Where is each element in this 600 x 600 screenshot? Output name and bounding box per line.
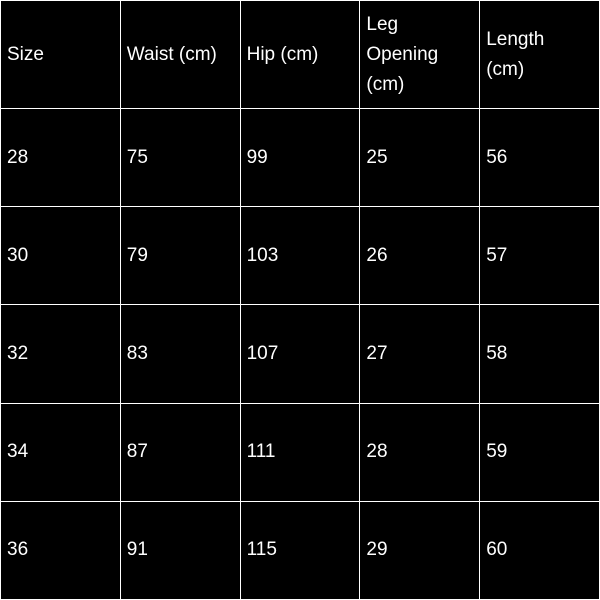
table-cell: 103 (239, 206, 361, 306)
table-cell: 58 (479, 304, 600, 404)
header-cell: Waist (cm) (119, 0, 241, 109)
table-cell: 75 (119, 107, 241, 208)
table-body: 28 75 99 25 56 30 79 103 26 57 32 83 107 27 58 34 87 111 2… (0, 107, 600, 600)
table-row: 30 79 103 26 57 (0, 206, 600, 306)
table-cell: 115 (239, 500, 361, 600)
header-cell: Hip (cm) (239, 0, 361, 109)
table-row: 34 87 111 28 59 (0, 402, 600, 502)
table-cell: 27 (359, 304, 481, 404)
table-cell: 34 (0, 402, 121, 502)
table-cell: 91 (119, 500, 241, 600)
header-cell: Length (cm) (479, 0, 600, 109)
table-cell: 60 (479, 500, 600, 600)
table-cell: 99 (239, 107, 361, 208)
table-cell: 107 (239, 304, 361, 404)
table-cell: 83 (119, 304, 241, 404)
table-cell: 30 (0, 206, 121, 306)
table-cell: 28 (0, 107, 121, 208)
table-cell: 29 (359, 500, 481, 600)
table-cell: 56 (479, 107, 600, 208)
table-row: 32 83 107 27 58 (0, 304, 600, 404)
header-cell: Size (0, 0, 121, 109)
header-cell: Leg Opening (cm) (359, 0, 481, 109)
table-row: 36 91 115 29 60 (0, 500, 600, 600)
table-cell: 79 (119, 206, 241, 306)
table-cell: 87 (119, 402, 241, 502)
table-row: 28 75 99 25 56 (0, 107, 600, 208)
table-cell: 57 (479, 206, 600, 306)
table-cell: 59 (479, 402, 600, 502)
table-header: Size Waist (cm) Hip (cm) Leg Opening (cm) Le… (0, 0, 600, 109)
table-cell: 36 (0, 500, 121, 600)
table-cell: 26 (359, 206, 481, 306)
table-cell: 25 (359, 107, 481, 208)
table-cell: 28 (359, 402, 481, 502)
table-cell: 32 (0, 304, 121, 404)
table-cell: 111 (239, 402, 361, 502)
header-row: Size Waist (cm) Hip (cm) Leg Opening (cm) Le… (0, 0, 600, 109)
